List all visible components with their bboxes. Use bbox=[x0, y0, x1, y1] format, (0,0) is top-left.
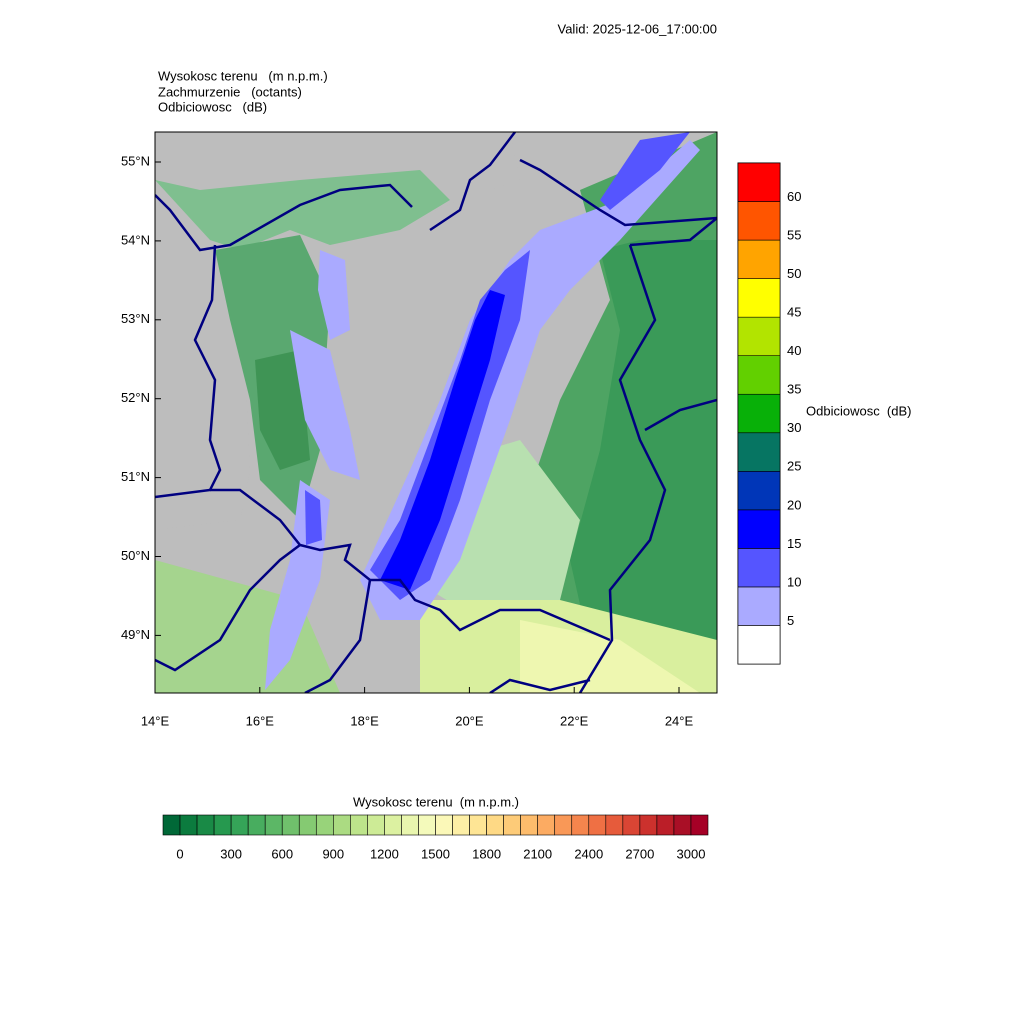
colorbar-label: 10 bbox=[787, 574, 801, 589]
colorbar-label: 40 bbox=[787, 343, 801, 358]
colorbar-box bbox=[333, 814, 351, 836]
colorbar-box bbox=[737, 393, 781, 434]
colorbar-box bbox=[737, 509, 781, 549]
colorbar-box bbox=[384, 814, 402, 836]
colorbar-label: 1800 bbox=[472, 846, 501, 861]
colorbar-box bbox=[435, 814, 453, 836]
x-tick-label: 14°E bbox=[141, 713, 170, 728]
colorbar-box bbox=[588, 814, 607, 836]
colorbar-box bbox=[737, 355, 781, 395]
colorbar-label: 1500 bbox=[421, 846, 450, 861]
colorbar-box bbox=[469, 814, 487, 836]
colorbar-label: 45 bbox=[787, 305, 801, 320]
colorbar-label: 1200 bbox=[370, 846, 399, 861]
colorbar-label: 900 bbox=[322, 846, 344, 861]
colorbar-box bbox=[213, 814, 232, 836]
colorbar-label: 60 bbox=[787, 189, 801, 204]
colorbar-box bbox=[605, 814, 624, 836]
colorbar-label: 2700 bbox=[625, 846, 654, 861]
x-tick-label: 18°E bbox=[350, 713, 379, 728]
x-tick-label: 22°E bbox=[560, 713, 589, 728]
colorbar-box bbox=[737, 471, 781, 511]
colorbar-label: 15 bbox=[787, 536, 801, 551]
x-tick-label: 24°E bbox=[665, 713, 694, 728]
y-tick-label: 50°N bbox=[121, 548, 150, 563]
colorbar-label: 30 bbox=[787, 420, 801, 435]
valid-time: Valid: 2025-12-06_17:00:00 bbox=[558, 21, 718, 36]
colorbar-label: 35 bbox=[787, 382, 801, 397]
y-tick-label: 51°N bbox=[121, 469, 150, 484]
colorbar-label: 600 bbox=[271, 846, 293, 861]
colorbar-label: 3000 bbox=[677, 846, 706, 861]
colorbar-label: 5 bbox=[787, 613, 794, 628]
colorbar-title: Odbiciowosc (dB) bbox=[806, 403, 911, 418]
y-tick-label: 54°N bbox=[121, 232, 150, 247]
colorbar-box bbox=[281, 814, 300, 836]
colorbar-box bbox=[737, 316, 781, 356]
map-frame bbox=[154, 131, 718, 694]
y-tick-label: 53°N bbox=[121, 311, 150, 326]
colorbar-box bbox=[162, 814, 181, 836]
colorbar-box bbox=[486, 814, 504, 836]
x-tick-label: 16°E bbox=[246, 713, 275, 728]
y-tick-label: 55°N bbox=[121, 153, 150, 168]
colorbar-box bbox=[737, 278, 781, 318]
colorbar-box bbox=[537, 814, 556, 836]
colorbar-box bbox=[298, 814, 317, 836]
colorbar-box bbox=[571, 814, 590, 836]
colorbar-box bbox=[520, 814, 538, 836]
colorbar-box bbox=[196, 814, 215, 836]
colorbar-box bbox=[737, 239, 781, 279]
colorbar-box bbox=[503, 814, 521, 836]
colorbar-label: 50 bbox=[787, 266, 801, 281]
colorbar-label: 300 bbox=[220, 846, 242, 861]
colorbar-box bbox=[264, 814, 283, 836]
x-tick-label: 20°E bbox=[455, 713, 484, 728]
colorbar-label: 2100 bbox=[523, 846, 552, 861]
colorbar-box bbox=[737, 548, 781, 588]
title-line: Wysokosc terenu (m n.p.m.) bbox=[158, 68, 328, 83]
colorbar-box bbox=[367, 814, 385, 836]
colorbar-label: 55 bbox=[787, 228, 801, 243]
y-tick-label: 49°N bbox=[121, 627, 150, 642]
colorbar-box bbox=[452, 814, 470, 836]
y-tick-label: 52°N bbox=[121, 390, 150, 405]
colorbar-box bbox=[230, 814, 249, 836]
colorbar-title: Wysokosc terenu (m n.p.m.) bbox=[353, 794, 519, 809]
colorbar-label: 2400 bbox=[574, 846, 603, 861]
title-line: Odbiciowosc (dB) bbox=[158, 99, 267, 114]
colorbar-label: 0 bbox=[176, 846, 183, 861]
colorbar-box bbox=[737, 162, 781, 202]
map bbox=[155, 132, 717, 693]
title-line: Zachmurzenie (octants) bbox=[158, 84, 302, 99]
colorbar-box bbox=[690, 814, 709, 836]
colorbar-box bbox=[656, 814, 675, 836]
colorbar-label: 20 bbox=[787, 497, 801, 512]
colorbar-box bbox=[315, 814, 334, 836]
colorbar-box bbox=[179, 814, 198, 836]
colorbar-box bbox=[622, 814, 641, 836]
colorbar-box bbox=[639, 814, 658, 836]
colorbar-box bbox=[554, 814, 573, 836]
colorbar-box bbox=[737, 586, 781, 626]
colorbar-label: 25 bbox=[787, 459, 801, 474]
colorbar-box bbox=[737, 625, 781, 665]
colorbar-box bbox=[401, 814, 419, 836]
colorbar-box bbox=[418, 814, 436, 836]
colorbar-box bbox=[247, 814, 266, 836]
colorbar-box bbox=[350, 814, 368, 836]
colorbar-box bbox=[737, 432, 781, 472]
colorbar-box bbox=[673, 814, 692, 836]
colorbar-box bbox=[737, 201, 781, 241]
